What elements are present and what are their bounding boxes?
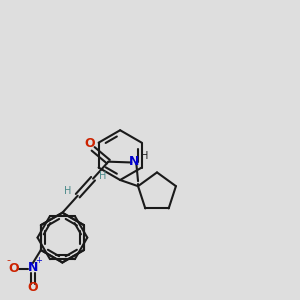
Text: O: O (85, 137, 95, 150)
Text: H: H (64, 186, 71, 196)
Text: O: O (28, 281, 38, 294)
Text: +: + (35, 256, 42, 266)
Text: O: O (9, 262, 19, 275)
Text: H: H (99, 171, 107, 181)
Text: N: N (129, 155, 140, 168)
Text: H: H (142, 152, 149, 161)
Text: -: - (6, 255, 10, 265)
Text: N: N (28, 262, 38, 275)
